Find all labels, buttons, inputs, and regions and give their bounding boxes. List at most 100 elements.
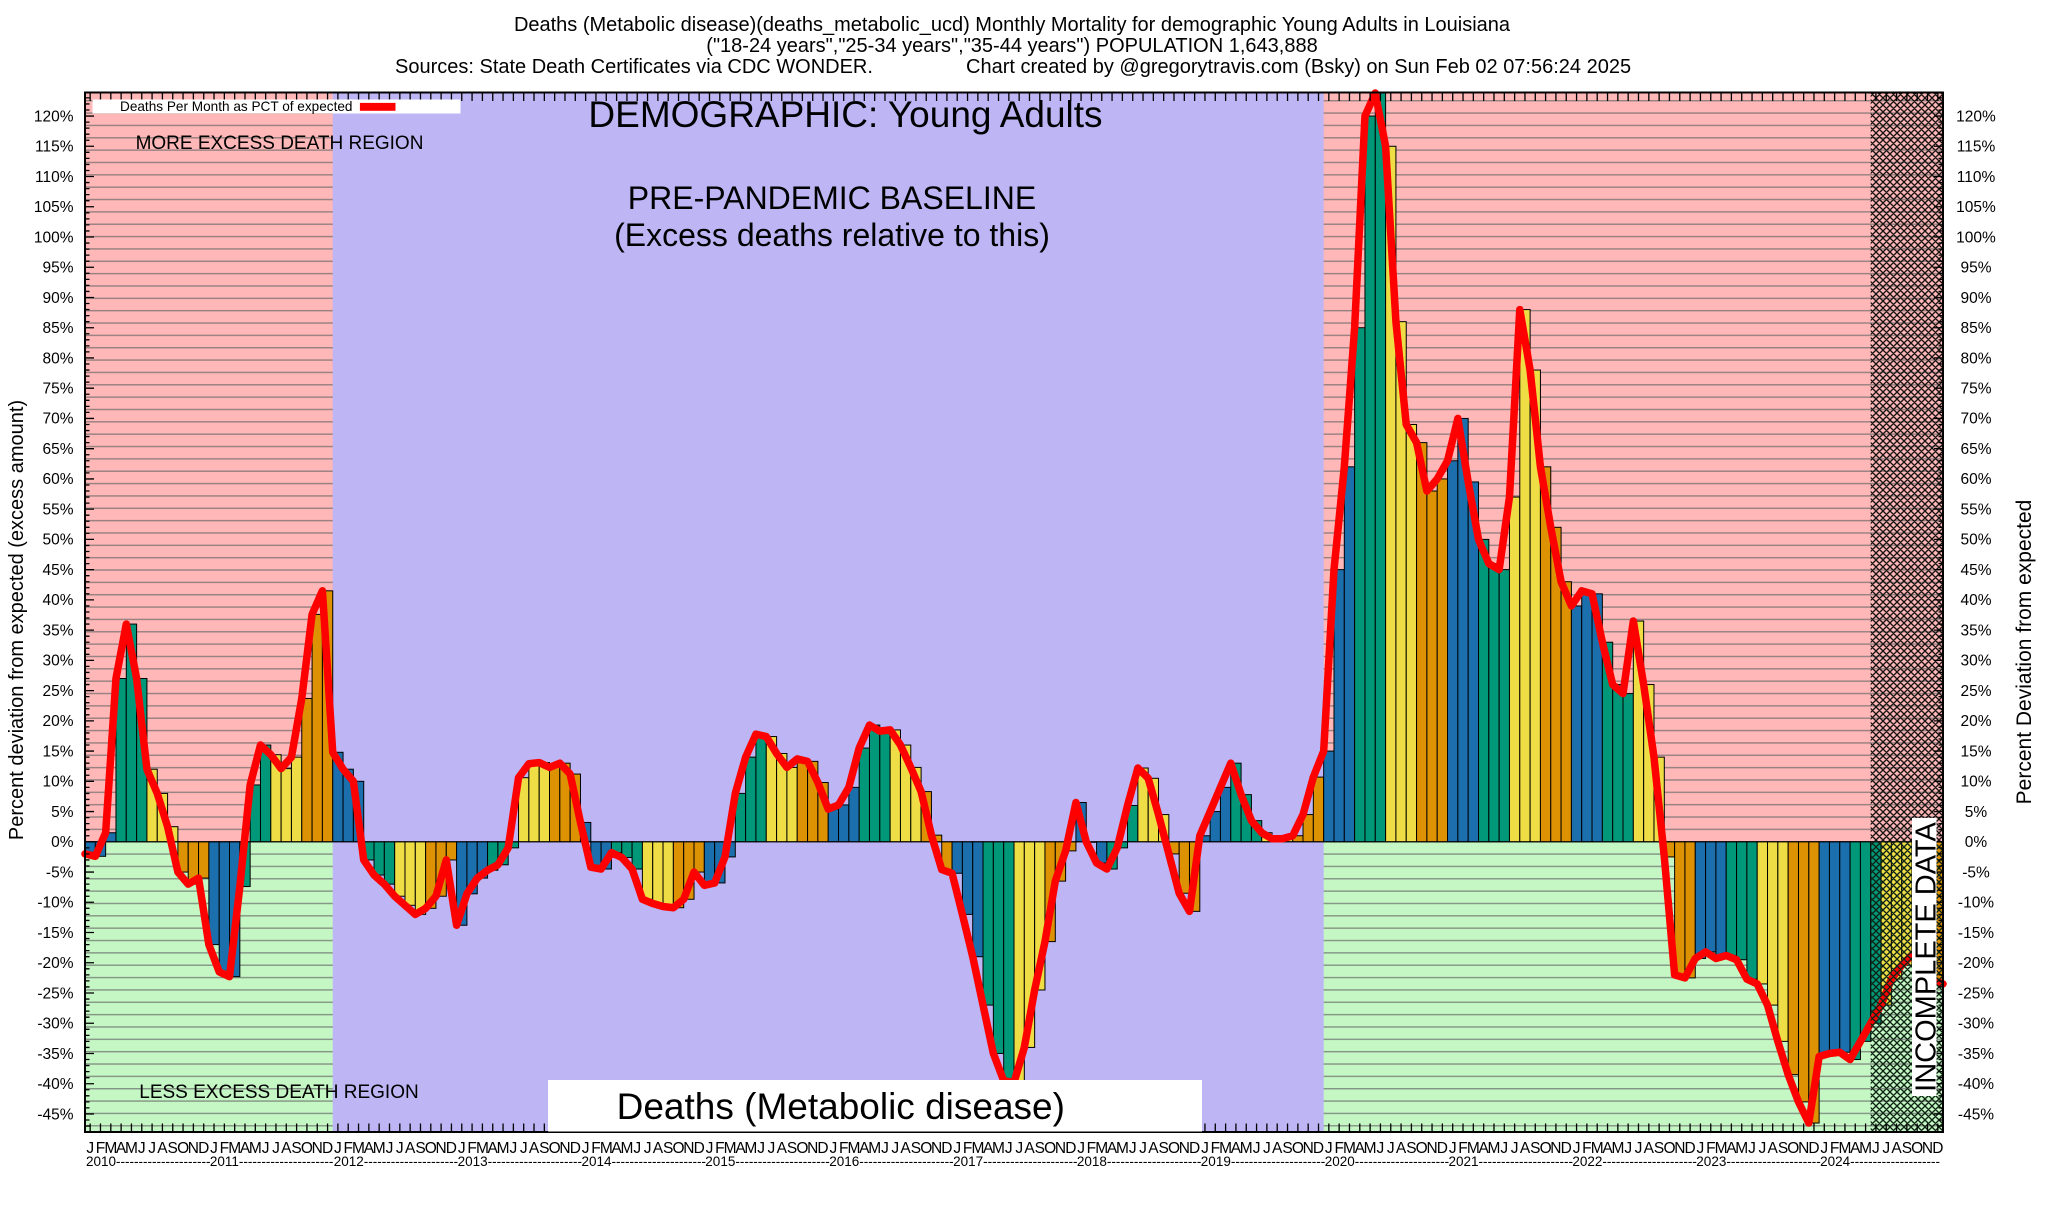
svg-text:O: O: [920, 1140, 932, 1157]
svg-text:85%: 85%: [1960, 320, 1991, 337]
svg-text:M: M: [104, 1140, 117, 1157]
svg-text:O: O: [1044, 1140, 1056, 1157]
svg-text:S: S: [415, 1140, 425, 1157]
svg-text:S: S: [911, 1140, 921, 1157]
svg-text:M: M: [971, 1140, 984, 1157]
svg-text:A: A: [281, 1140, 292, 1157]
svg-text:25%: 25%: [42, 683, 73, 700]
svg-text:A: A: [488, 1140, 499, 1157]
svg-text:O: O: [1168, 1140, 1180, 1157]
svg-text:45%: 45%: [42, 562, 73, 579]
svg-text:A: A: [900, 1140, 911, 1157]
svg-text:115%: 115%: [35, 139, 74, 156]
svg-text:-45%: -45%: [37, 1106, 73, 1123]
svg-text:A: A: [1850, 1140, 1861, 1157]
svg-text:M: M: [249, 1140, 262, 1157]
svg-text:-10%: -10%: [1958, 895, 1994, 912]
svg-text:M: M: [992, 1140, 1005, 1157]
svg-text:J: J: [386, 1140, 394, 1157]
svg-text:F: F: [1087, 1140, 1096, 1157]
svg-text:0%: 0%: [1965, 834, 1988, 851]
svg-text:-25%: -25%: [1958, 985, 1994, 1002]
svg-text:M: M: [868, 1140, 881, 1157]
svg-text:-40%: -40%: [1958, 1076, 1994, 1093]
svg-text:S: S: [1159, 1140, 1169, 1157]
svg-text:50%: 50%: [42, 532, 73, 549]
svg-text:55%: 55%: [42, 502, 73, 519]
svg-text:N: N: [312, 1140, 323, 1157]
svg-text:F: F: [1582, 1140, 1591, 1157]
svg-text:J: J: [881, 1140, 889, 1157]
svg-text:N: N: [1179, 1140, 1190, 1157]
svg-text:95%: 95%: [42, 260, 73, 277]
svg-text:D: D: [941, 1140, 952, 1157]
svg-text:90%: 90%: [1960, 290, 1991, 307]
svg-text:A: A: [364, 1140, 375, 1157]
svg-text:Chart created by @gregorytravi: Chart created by @gregorytravis.com (Bsk…: [966, 56, 1631, 78]
svg-text:-15%: -15%: [37, 925, 73, 942]
svg-text:J: J: [138, 1140, 146, 1157]
svg-text:J: J: [1377, 1140, 1385, 1157]
svg-text:A: A: [157, 1140, 168, 1157]
svg-text:J: J: [757, 1140, 765, 1157]
svg-text:("18-24 years","25-34 years",": ("18-24 years","25-34 years","35-44 year…: [706, 35, 1317, 57]
svg-text:15%: 15%: [1960, 743, 1991, 760]
svg-text:J: J: [1511, 1140, 1519, 1157]
svg-text:D: D: [1065, 1140, 1076, 1157]
svg-text:M: M: [1240, 1140, 1253, 1157]
svg-text:J: J: [644, 1140, 652, 1157]
svg-text:105%: 105%: [1956, 199, 1996, 216]
svg-text:S: S: [291, 1140, 301, 1157]
svg-text:J: J: [891, 1140, 899, 1157]
svg-text:2015---------------------: 2015---------------------: [705, 1154, 829, 1169]
svg-text:J: J: [210, 1140, 218, 1157]
svg-text:D: D: [1684, 1140, 1695, 1157]
svg-text:J: J: [1759, 1140, 1767, 1157]
svg-text:-5%: -5%: [46, 864, 74, 881]
svg-text:D: D: [570, 1140, 581, 1157]
svg-text:M: M: [1095, 1140, 1108, 1157]
svg-text:J: J: [830, 1140, 838, 1157]
svg-text:M: M: [620, 1140, 633, 1157]
svg-text:-10%: -10%: [37, 895, 73, 912]
svg-text:A: A: [983, 1140, 994, 1157]
svg-text:N: N: [435, 1140, 446, 1157]
svg-text:D: D: [322, 1140, 333, 1157]
svg-text:80%: 80%: [42, 350, 73, 367]
svg-text:A: A: [1231, 1140, 1242, 1157]
svg-text:J: J: [86, 1140, 94, 1157]
svg-text:A: A: [1768, 1140, 1779, 1157]
svg-text:J: J: [262, 1140, 270, 1157]
svg-text:20%: 20%: [42, 713, 73, 730]
svg-text:A: A: [405, 1140, 416, 1157]
svg-text:J: J: [1201, 1140, 1209, 1157]
svg-text:S: S: [168, 1140, 178, 1157]
svg-text:A: A: [1891, 1140, 1902, 1157]
svg-text:M: M: [744, 1140, 757, 1157]
svg-text:85%: 85%: [42, 320, 73, 337]
svg-text:O: O: [425, 1140, 437, 1157]
svg-text:-40%: -40%: [37, 1076, 73, 1093]
svg-text:2019---------------------: 2019---------------------: [1201, 1154, 1325, 1169]
svg-text:S: S: [1406, 1140, 1416, 1157]
svg-text:F: F: [1458, 1140, 1467, 1157]
svg-text:M: M: [497, 1140, 510, 1157]
svg-text:25%: 25%: [1960, 683, 1991, 700]
svg-text:J: J: [582, 1140, 590, 1157]
svg-text:10%: 10%: [1960, 774, 1991, 791]
svg-text:65%: 65%: [42, 441, 73, 458]
svg-text:DEMOGRAPHIC: Young Adults: DEMOGRAPHIC: Young Adults: [588, 94, 1102, 135]
svg-text:D: D: [446, 1140, 457, 1157]
svg-text:M: M: [373, 1140, 386, 1157]
svg-text:100%: 100%: [1956, 229, 1996, 246]
svg-text:O: O: [672, 1140, 684, 1157]
svg-text:J: J: [1748, 1140, 1756, 1157]
svg-text:A: A: [1024, 1140, 1035, 1157]
svg-text:S: S: [1035, 1140, 1045, 1157]
svg-text:J: J: [1635, 1140, 1643, 1157]
svg-text:F: F: [467, 1140, 476, 1157]
svg-text:A: A: [1726, 1140, 1737, 1157]
svg-text:S: S: [787, 1140, 797, 1157]
svg-text:20%: 20%: [1960, 713, 1991, 730]
svg-text:N: N: [559, 1140, 570, 1157]
